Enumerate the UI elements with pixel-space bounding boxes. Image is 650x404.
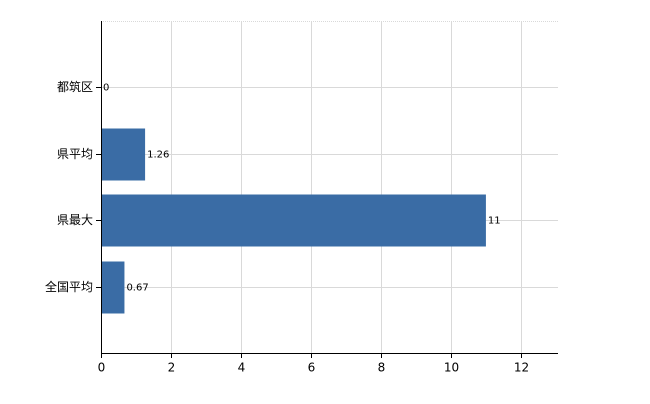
- y-tick-label: 県平均: [57, 147, 93, 161]
- bar: [101, 194, 486, 247]
- value-label: 0: [103, 83, 109, 94]
- x-tick-label: 2: [168, 361, 176, 375]
- y-tick-label: 全国平均: [45, 279, 93, 294]
- bar: [101, 128, 146, 181]
- x-tick-label: 8: [378, 361, 386, 375]
- x-tick-label: 12: [514, 361, 529, 375]
- x-tick-label: 10: [444, 361, 459, 375]
- y-tick-label: 都筑区: [57, 79, 93, 94]
- bar: [101, 261, 125, 314]
- x-tick-label: 4: [238, 361, 246, 375]
- value-label: 0.67: [126, 283, 148, 294]
- x-tick-label: 0: [98, 361, 106, 375]
- value-label: 1.26: [147, 150, 169, 161]
- value-label: 11: [488, 216, 501, 227]
- y-tick-label: 県最大: [57, 213, 93, 227]
- x-tick-label: 6: [308, 361, 316, 375]
